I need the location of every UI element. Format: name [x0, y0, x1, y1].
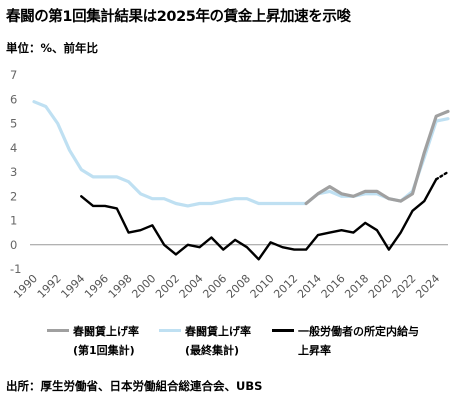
legend-swatch: [159, 328, 181, 332]
legend-label-sub: 上昇率: [298, 344, 331, 357]
x-tick-label: 1996: [82, 272, 111, 301]
x-tick-label: 2022: [390, 272, 419, 301]
series-lines: [32, 100, 450, 261]
x-tick-label: 2002: [153, 272, 182, 301]
x-tick-label: 2000: [129, 272, 158, 301]
x-tick-label: 2014: [295, 272, 324, 301]
y-tick-label: 0: [10, 238, 17, 252]
x-tick-label: 2024: [413, 272, 442, 301]
y-tick-label: -1: [10, 262, 21, 276]
x-tick-label: 2016: [319, 272, 348, 301]
legend-item-first-tally: 春闘賃上げ率 (第1回集計): [47, 322, 139, 360]
x-tick-label: 1990: [11, 272, 40, 301]
y-tick-label: 4: [10, 141, 17, 155]
y-tick-label: 1: [10, 214, 17, 228]
legend-swatch: [47, 328, 69, 332]
x-tick-label: 2004: [177, 272, 206, 301]
y-tick-label: 3: [10, 165, 17, 179]
legend-label: 一般労働者の所定内給与: [298, 325, 419, 338]
legend-label-sub: (第1回集計): [73, 344, 135, 357]
y-tick-label: 6: [10, 92, 17, 106]
x-tick-label: 2012: [271, 272, 300, 301]
x-tick-label: 2010: [248, 272, 277, 301]
y-tick-label: 7: [10, 68, 17, 82]
unit-label: 単位：%、前年比: [6, 41, 99, 55]
y-tick-label: 2: [10, 189, 17, 203]
series-line-2: [80, 178, 438, 261]
x-tick-label: 2008: [224, 272, 253, 301]
x-tick-label: 1994: [58, 272, 87, 301]
chart-title: 春闘の第1回集計結果は2025年の賃金上昇加速を示唆: [6, 9, 351, 25]
series-line-0: [304, 109, 450, 206]
x-tick-label: 1998: [106, 272, 135, 301]
x-tick-label: 1992: [35, 272, 64, 301]
series-line-1: [32, 100, 450, 208]
y-axis: -1 0 1 2 3 4 5 6 7: [10, 68, 21, 276]
series-projection: [435, 170, 450, 181]
legend-swatch: [272, 328, 294, 332]
y-tick-label: 5: [10, 117, 17, 131]
legend-label: 春闘賃上げ率: [73, 325, 139, 338]
x-tick-label: 2006: [200, 272, 229, 301]
legend-item-final-tally: 春闘賃上げ率 (最終集計): [159, 322, 251, 360]
x-axis: 1990199219941996199820002002200420062008…: [11, 244, 448, 301]
legend-label-sub: (最終集計): [185, 344, 240, 357]
x-tick-label: 2018: [342, 272, 371, 301]
legend-label: 春闘賃上げ率: [185, 325, 251, 338]
legend-item-scheduled-earnings: 一般労働者の所定内給与 上昇率: [272, 322, 419, 360]
source-note: 出所：厚生労働省、日本労働組合総連合会、UBS: [6, 379, 263, 393]
x-tick-label: 2020: [366, 272, 395, 301]
